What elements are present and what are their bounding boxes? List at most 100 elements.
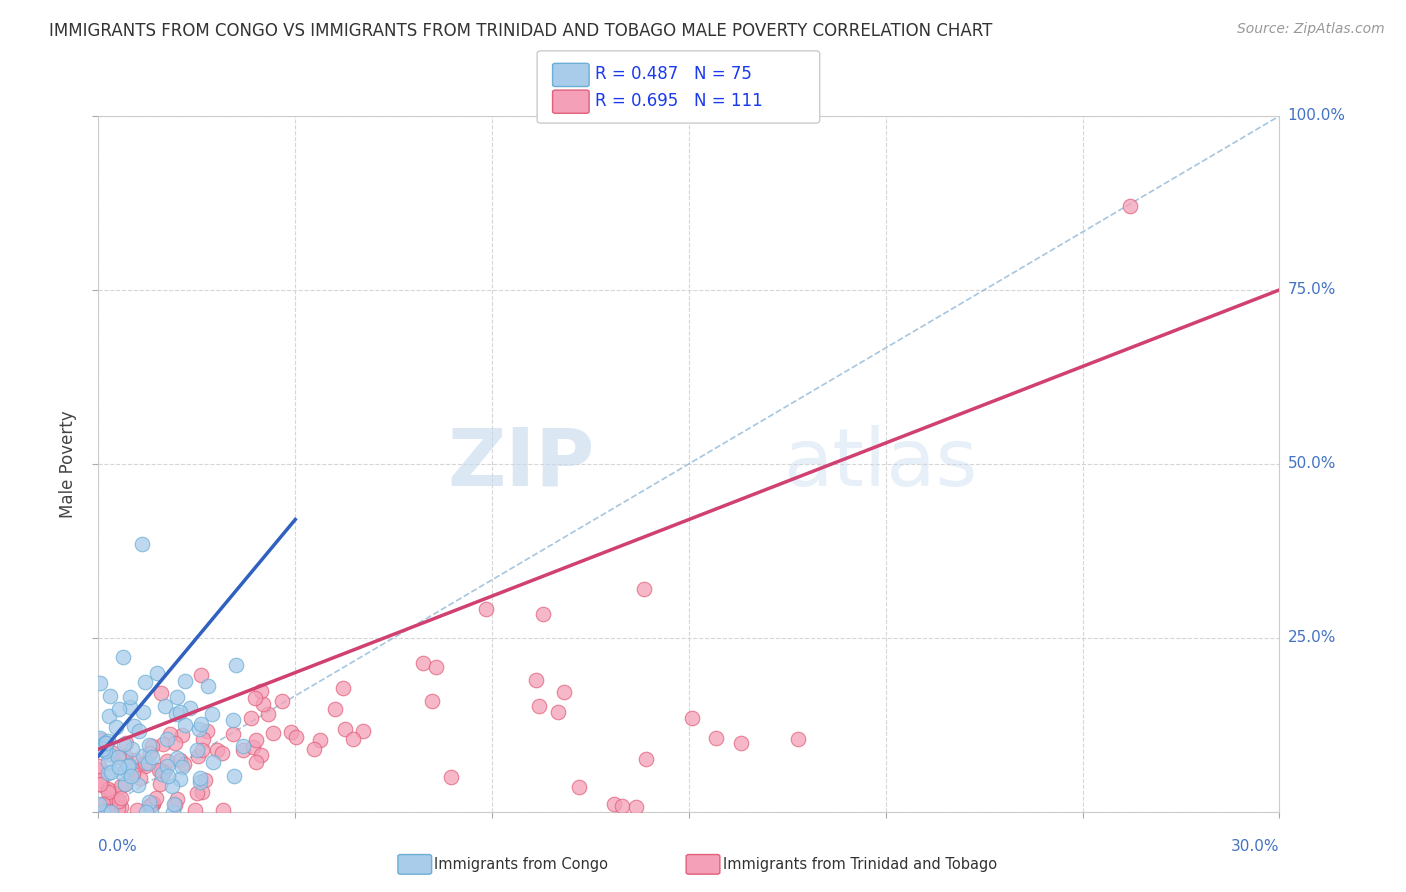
Point bbox=[232, 743, 254, 757]
Point bbox=[117, 758, 139, 772]
Point bbox=[100, 784, 122, 798]
Point bbox=[122, 764, 145, 778]
Point bbox=[249, 747, 271, 762]
Text: Immigrants from Congo: Immigrants from Congo bbox=[434, 857, 609, 871]
Point bbox=[127, 778, 149, 792]
Point bbox=[110, 791, 132, 805]
Point bbox=[194, 772, 217, 787]
Point bbox=[118, 690, 141, 704]
Point bbox=[91, 797, 114, 812]
Point bbox=[110, 800, 132, 814]
Text: IMMIGRANTS FROM CONGO VS IMMIGRANTS FROM TRINIDAD AND TOBAGO MALE POVERTY CORREL: IMMIGRANTS FROM CONGO VS IMMIGRANTS FROM… bbox=[49, 22, 993, 40]
Point bbox=[165, 706, 187, 721]
Point bbox=[94, 796, 117, 810]
Point bbox=[252, 697, 274, 711]
Point bbox=[149, 777, 172, 791]
Point bbox=[165, 798, 187, 813]
Point bbox=[179, 701, 201, 715]
Point bbox=[152, 765, 174, 780]
Point bbox=[610, 799, 633, 814]
Point bbox=[184, 803, 207, 817]
Point bbox=[112, 650, 135, 665]
Point bbox=[162, 805, 184, 819]
Point bbox=[105, 720, 128, 734]
Point bbox=[188, 723, 211, 737]
Point bbox=[170, 760, 193, 774]
Point bbox=[108, 750, 131, 764]
Point bbox=[153, 698, 176, 713]
Point bbox=[98, 797, 121, 811]
Point bbox=[225, 658, 247, 673]
Point bbox=[118, 758, 141, 772]
Point bbox=[98, 709, 121, 723]
Point bbox=[166, 690, 188, 704]
Point bbox=[134, 759, 156, 773]
Point bbox=[245, 732, 267, 747]
Point bbox=[152, 767, 174, 781]
Point bbox=[186, 786, 208, 800]
Point bbox=[89, 739, 111, 754]
Point bbox=[97, 804, 120, 818]
Point bbox=[169, 772, 191, 787]
Point bbox=[141, 739, 163, 754]
Point bbox=[89, 675, 111, 690]
Point bbox=[197, 679, 219, 693]
Point bbox=[121, 766, 143, 780]
Point bbox=[139, 746, 162, 760]
Point bbox=[128, 723, 150, 738]
Y-axis label: Male Poverty: Male Poverty bbox=[59, 410, 77, 517]
Point bbox=[96, 737, 118, 751]
Point bbox=[94, 743, 117, 757]
Point bbox=[159, 727, 181, 741]
Point bbox=[97, 781, 120, 796]
Point bbox=[98, 690, 121, 704]
Point bbox=[156, 732, 179, 747]
Point bbox=[100, 765, 122, 780]
Text: R = 0.487   N = 75: R = 0.487 N = 75 bbox=[595, 65, 752, 83]
Point bbox=[1119, 199, 1142, 213]
Point bbox=[634, 752, 657, 766]
Point bbox=[174, 718, 197, 732]
Point bbox=[101, 792, 124, 806]
Text: 30.0%: 30.0% bbox=[1232, 839, 1279, 855]
Point bbox=[730, 736, 752, 750]
Point bbox=[124, 753, 146, 767]
Point bbox=[169, 754, 191, 768]
Point bbox=[201, 755, 224, 769]
Point bbox=[100, 795, 122, 809]
Point bbox=[681, 711, 703, 725]
Point bbox=[97, 755, 120, 769]
Point bbox=[302, 741, 325, 756]
Point bbox=[96, 800, 118, 814]
Point bbox=[323, 702, 346, 716]
Point bbox=[205, 743, 228, 757]
Point bbox=[186, 743, 208, 757]
Point bbox=[114, 748, 136, 763]
Point bbox=[190, 775, 212, 789]
Point bbox=[108, 702, 131, 716]
Point bbox=[187, 748, 209, 763]
Point bbox=[624, 799, 647, 814]
Point bbox=[150, 763, 173, 777]
Text: Source: ZipAtlas.com: Source: ZipAtlas.com bbox=[1237, 22, 1385, 37]
Point bbox=[141, 750, 163, 764]
Point bbox=[173, 673, 195, 688]
Point bbox=[131, 537, 153, 551]
Point bbox=[169, 705, 191, 719]
Point bbox=[195, 723, 218, 738]
Point bbox=[190, 716, 212, 731]
Point bbox=[602, 797, 624, 811]
Point bbox=[114, 777, 136, 791]
Point bbox=[136, 756, 159, 770]
Point bbox=[97, 747, 120, 761]
Point bbox=[191, 743, 214, 757]
Point bbox=[132, 706, 155, 720]
Point bbox=[188, 771, 211, 785]
Point bbox=[212, 803, 235, 817]
Point bbox=[114, 736, 136, 750]
Point bbox=[211, 746, 233, 760]
Point bbox=[309, 733, 332, 747]
Point bbox=[107, 801, 129, 815]
Point bbox=[156, 754, 179, 768]
Text: 75.0%: 75.0% bbox=[1288, 283, 1336, 297]
